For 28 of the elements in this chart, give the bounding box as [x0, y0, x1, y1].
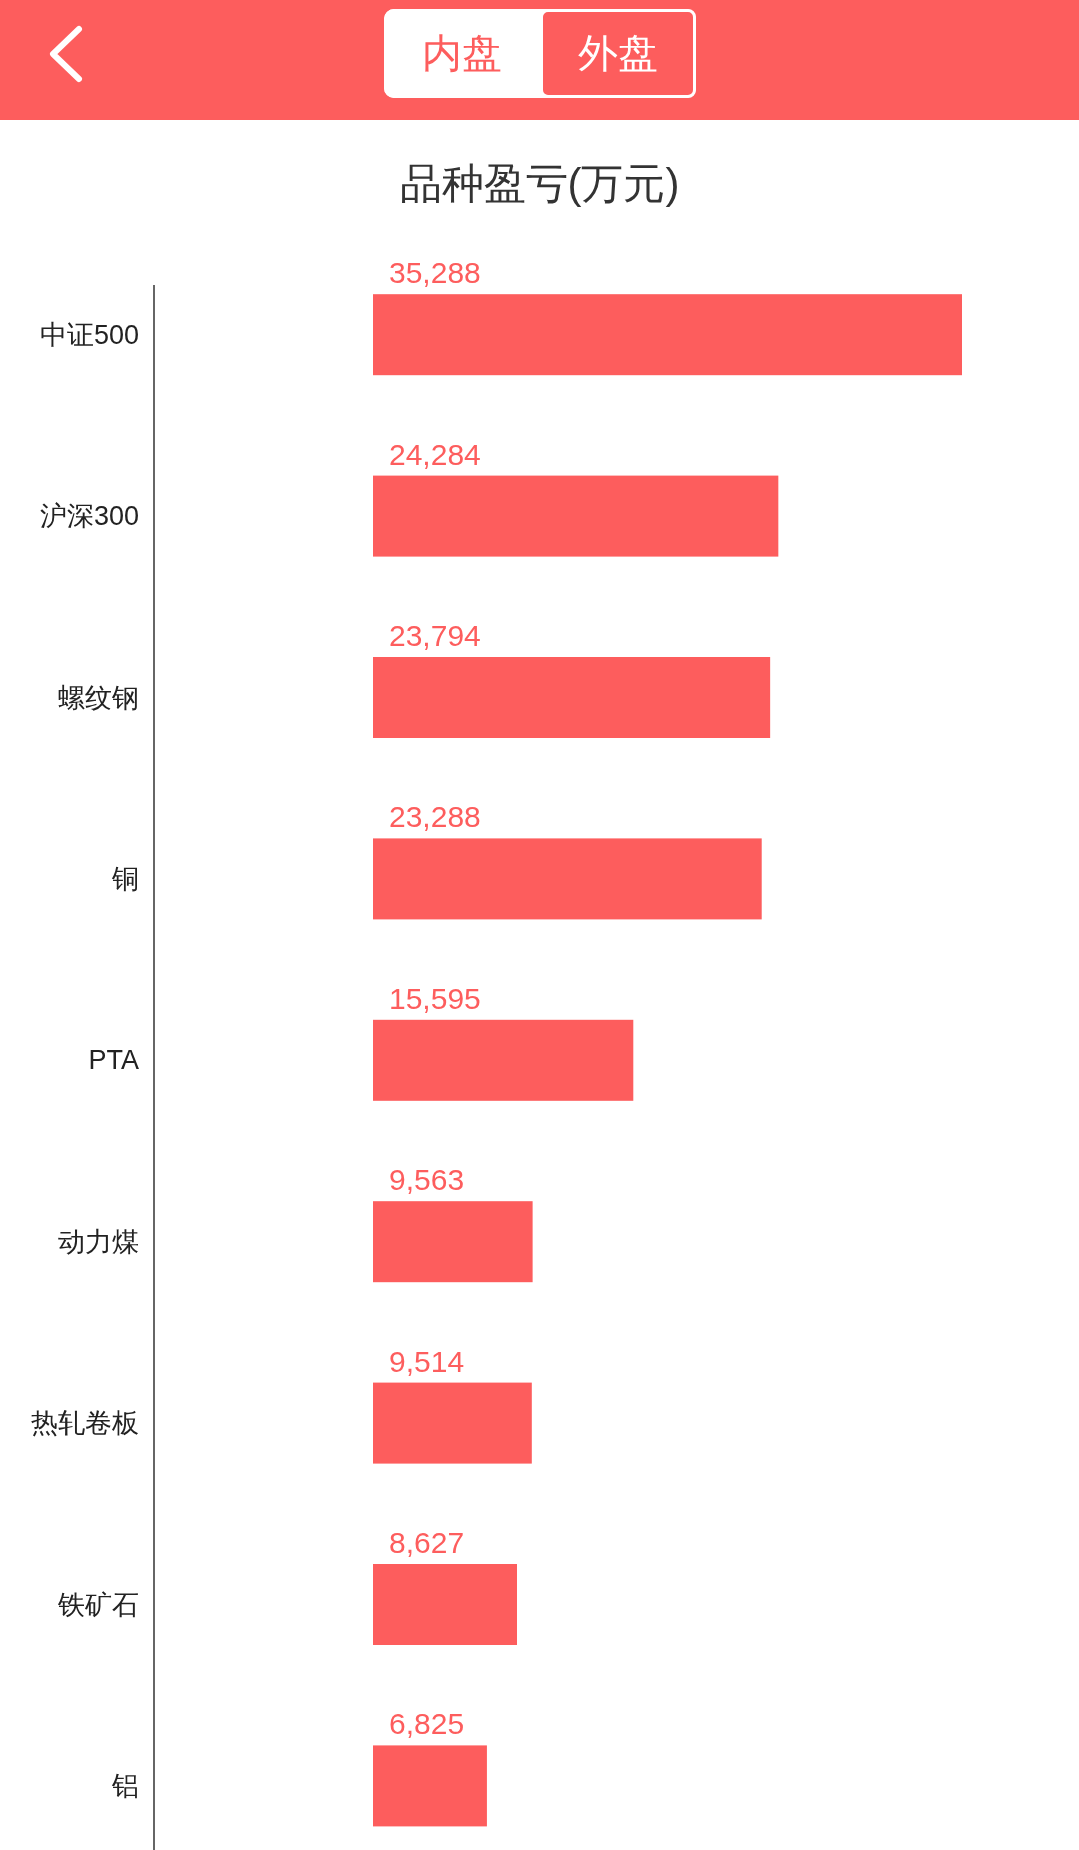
- data-label: 15,595: [389, 981, 481, 1015]
- y-tick-label: 铁矿石: [57, 1589, 139, 1620]
- data-label: 23,288: [389, 800, 481, 834]
- data-label: 8,627: [389, 1526, 465, 1559]
- bar: [373, 1201, 533, 1283]
- y-tick-label: 沪深300: [39, 501, 139, 532]
- bar: [373, 657, 771, 738]
- bar: [373, 1745, 487, 1827]
- y-tick-label: 铜: [111, 863, 139, 894]
- y-tick-label: 动力煤: [58, 1226, 139, 1257]
- bar: [373, 838, 762, 920]
- bar: [373, 1019, 634, 1101]
- y-tick-label: 热轧卷板: [31, 1408, 139, 1439]
- bar: [373, 1564, 517, 1645]
- bar: [373, 294, 962, 376]
- y-tick-label: 铝: [111, 1770, 139, 1801]
- bar: [373, 1382, 532, 1464]
- data-label: 9,563: [389, 1163, 465, 1197]
- data-label: 23,794: [389, 619, 481, 652]
- chart-title: 品种盈亏(万元): [399, 159, 680, 207]
- data-label: 24,284: [389, 437, 481, 471]
- y-tick-label: 中证500: [39, 319, 139, 350]
- data-label: 9,514: [389, 1344, 465, 1378]
- y-tick-label: 螺纹钢: [58, 682, 139, 713]
- y-tick-label: PTA: [88, 1045, 139, 1076]
- data-label: 6,825: [389, 1707, 465, 1741]
- data-label: 35,288: [389, 256, 481, 290]
- bar: [373, 475, 779, 557]
